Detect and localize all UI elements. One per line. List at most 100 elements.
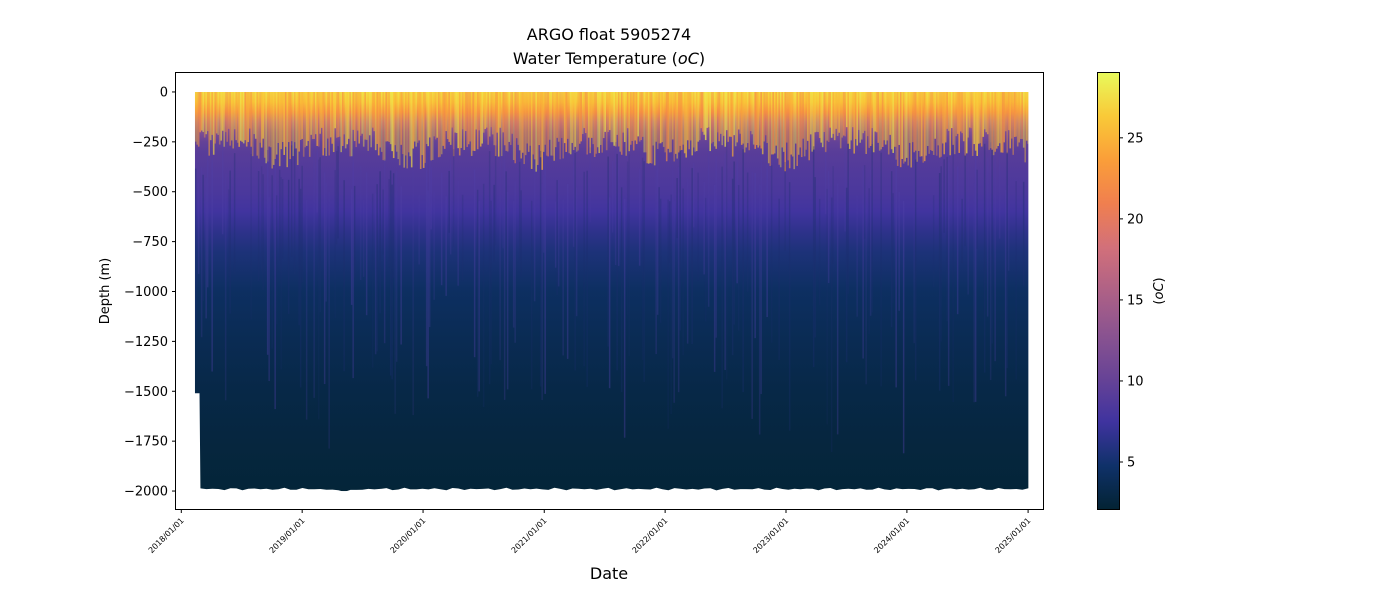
profile-stripe: [469, 91, 471, 142]
profile-stripe: [221, 91, 224, 131]
profile-stripe: [997, 91, 999, 147]
profile-stripe: [335, 150, 338, 245]
profile-stripe: [490, 200, 492, 365]
profile-stripe: [290, 91, 293, 142]
profile-stripe: [787, 91, 789, 161]
profile-stripe: [277, 91, 279, 143]
profile-stripe: [601, 91, 603, 153]
profile-stripe: [571, 91, 573, 143]
profile-stripe: [992, 91, 995, 156]
profile-stripe: [214, 91, 216, 144]
profile-stripe: [1027, 91, 1029, 144]
profile-stripe: [620, 187, 623, 393]
profile-stripe: [488, 91, 491, 137]
profile-stripe: [365, 172, 368, 316]
profile-stripe: [323, 172, 326, 384]
profile-stripe: [560, 91, 563, 138]
profile-stripe: [586, 170, 588, 387]
profile-stripe: [979, 91, 981, 144]
profile-stripe: [670, 194, 672, 415]
profile-stripe: [827, 91, 830, 142]
profile-stripe: [749, 91, 752, 132]
x-tick-label: 2023/01/01: [751, 516, 790, 555]
profile-stripe: [670, 91, 672, 153]
profile-stripe: [374, 91, 377, 151]
profile-stripe: [395, 91, 398, 152]
profile-stripe: [850, 91, 852, 141]
profile-stripe: [682, 188, 684, 356]
profile-stripe: [514, 181, 516, 343]
profile-stripe: [329, 91, 332, 138]
profile-stripe: [785, 91, 788, 143]
profile-stripe: [658, 91, 660, 144]
profile-stripe: [299, 91, 302, 140]
profile-stripe: [598, 91, 600, 154]
profile-stripe: [293, 91, 296, 143]
x-tick-label: 2021/01/01: [510, 516, 549, 555]
profile-stripe: [296, 91, 299, 166]
profile-stripe: [902, 91, 905, 164]
profile-stripe: [529, 91, 531, 146]
profile-stripe: [854, 91, 857, 140]
profile-stripe: [278, 169, 281, 261]
profile-stripe: [664, 91, 666, 153]
profile-stripe: [301, 91, 303, 139]
profile-stripe: [1000, 91, 1002, 153]
profile-stripe: [262, 91, 264, 139]
profile-stripe: [668, 201, 671, 263]
profile-stripe: [271, 175, 273, 349]
profile-stripe: [268, 91, 270, 147]
chart-subtitle-text: Water Temperature (: [513, 49, 678, 68]
profile-stripe: [922, 91, 924, 163]
profile-stripe: [671, 164, 674, 359]
profile-stripe: [674, 91, 677, 154]
profile-stripe: [506, 192, 509, 390]
profile-stripe: [826, 91, 828, 141]
profile-stripe: [230, 91, 233, 141]
profile-stripe: [746, 91, 749, 144]
profile-stripe: [269, 91, 272, 148]
profile-stripe: [1019, 91, 1022, 139]
profile-stripe: [685, 91, 687, 158]
profile-stripe: [607, 156, 609, 347]
profile-stripe: [443, 91, 446, 149]
profile-stripe: [433, 191, 435, 300]
profile-stripe: [977, 91, 980, 144]
profile-stripe: [290, 145, 293, 257]
profile-stripe: [778, 198, 780, 360]
profile-stripe: [722, 91, 725, 136]
profile-stripe: [476, 189, 479, 397]
profile-stripe: [512, 91, 515, 161]
profile-stripe: [349, 91, 351, 157]
profile-stripe: [748, 91, 750, 151]
profile-stripe: [272, 91, 275, 165]
profile-stripe: [686, 91, 689, 141]
profile-stripe: [556, 91, 558, 138]
profile-stripe: [518, 91, 521, 151]
profile-stripe: [482, 183, 485, 408]
profile-stripe: [220, 91, 222, 141]
profile-stripe: [311, 91, 314, 140]
profile-stripe: [658, 187, 660, 273]
profile-stripe: [509, 91, 512, 145]
profile-stripe: [352, 91, 354, 130]
profile-stripe: [737, 185, 740, 331]
profile-stripe: [649, 91, 651, 164]
profile-stripe: [626, 161, 629, 316]
profile-stripe: [631, 91, 633, 141]
profile-stripe: [541, 183, 543, 401]
profile-stripe: [947, 146, 950, 386]
profile-stripe: [221, 143, 224, 235]
profile-stripe: [382, 189, 384, 255]
profile-stripe: [961, 91, 963, 134]
profile-stripe: [856, 91, 858, 146]
profile-stripe: [760, 148, 762, 395]
profile-stripe: [616, 91, 618, 135]
profile-stripe: [287, 179, 290, 314]
profile-stripe: [470, 91, 473, 156]
x-axis: 2018/01/01 2019/01/01 2020/01/01 2021/01/01…: [147, 509, 1033, 555]
profile-stripe: [254, 91, 257, 139]
profile-stripe: [745, 91, 747, 148]
profile-stripe: [688, 91, 690, 150]
profile-stripe: [416, 91, 419, 143]
